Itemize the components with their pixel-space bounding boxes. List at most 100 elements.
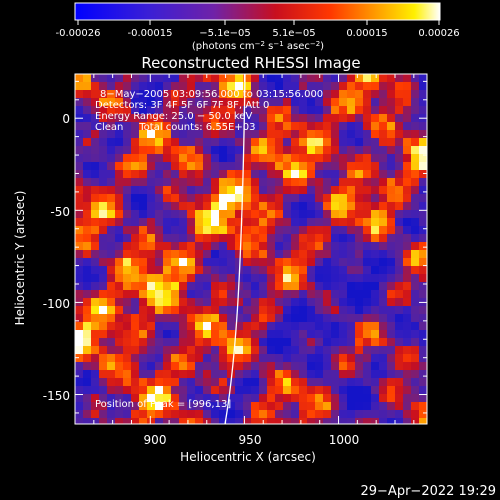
heatmap-cell [379, 170, 388, 179]
heatmap-cell [179, 330, 188, 339]
heatmap-cell [419, 82, 427, 91]
heatmap-cell [107, 402, 116, 411]
heatmap-cell [363, 330, 372, 339]
heatmap-cell [347, 266, 356, 275]
heatmap-cell [83, 314, 92, 323]
heatmap-cell [283, 138, 292, 147]
heatmap-cell [195, 266, 204, 275]
heatmap-cell [299, 98, 308, 107]
heatmap-cell [259, 370, 268, 379]
heatmap-cell [243, 298, 252, 307]
heatmap-cell [347, 194, 356, 203]
heatmap-cell [331, 386, 340, 395]
heatmap-cell [299, 418, 308, 424]
heatmap-cell [171, 194, 180, 203]
heatmap-cell [187, 170, 196, 179]
heatmap-cell [219, 218, 228, 227]
heatmap-cell [275, 418, 284, 424]
heatmap-cell [363, 194, 372, 203]
heatmap-cell [283, 234, 292, 243]
heatmap-cell [75, 378, 84, 387]
heatmap-cell [155, 298, 164, 307]
heatmap-cell [371, 354, 380, 363]
heatmap-cell [123, 130, 132, 139]
heatmap-cell [299, 266, 308, 275]
heatmap-cell [411, 402, 420, 411]
heatmap-cell [203, 410, 212, 419]
heatmap-cell [75, 74, 84, 83]
heatmap-cell [155, 170, 164, 179]
heatmap-cell [339, 314, 348, 323]
heatmap-cell [131, 338, 140, 347]
heatmap-cell [299, 354, 308, 363]
heatmap-cell [299, 242, 308, 251]
heatmap-cell [387, 114, 396, 123]
heatmap-cell [107, 146, 116, 155]
heatmap-cell [411, 378, 420, 387]
heatmap-cell [235, 202, 244, 211]
heatmap-cell [403, 250, 412, 259]
heatmap-cell [83, 298, 92, 307]
heatmap-cell [195, 186, 204, 195]
heatmap-cell [219, 282, 228, 291]
heatmap-cell [91, 234, 100, 243]
heatmap-cell [99, 202, 108, 211]
heatmap-cell [403, 226, 412, 235]
heatmap-cell [387, 322, 396, 331]
heatmap-cell [291, 282, 300, 291]
heatmap-cell [363, 122, 372, 131]
heatmap-cell [171, 370, 180, 379]
heatmap-cell [203, 154, 212, 163]
heatmap-cell [347, 122, 356, 131]
heatmap-cell [283, 306, 292, 315]
heatmap-cell [163, 194, 172, 203]
heatmap-cell [403, 90, 412, 99]
heatmap-cell [163, 290, 172, 299]
heatmap-cell [363, 378, 372, 387]
heatmap-cell [243, 178, 252, 187]
heatmap-cell [275, 146, 284, 155]
heatmap-cell [147, 418, 156, 424]
heatmap-cell [131, 170, 140, 179]
heatmap-cell [355, 146, 364, 155]
heatmap-cell [299, 218, 308, 227]
heatmap-cell [195, 330, 204, 339]
heatmap-cell [283, 298, 292, 307]
heatmap-cell [283, 186, 292, 195]
heatmap-cell [411, 226, 420, 235]
heatmap-cell [283, 258, 292, 267]
heatmap-cell [179, 290, 188, 299]
heatmap-cell [131, 138, 140, 147]
heatmap-cell [379, 306, 388, 315]
heatmap-cell [83, 282, 92, 291]
heatmap-cell [91, 410, 100, 419]
heatmap-cell [115, 250, 124, 259]
heatmap-cell [139, 338, 148, 347]
heatmap-cell [99, 170, 108, 179]
heatmap-cell [323, 98, 332, 107]
heatmap-cell [195, 338, 204, 347]
heatmap-cell [171, 82, 180, 91]
heatmap-cell [379, 122, 388, 131]
heatmap-cell [251, 194, 260, 203]
heatmap-cell [243, 330, 252, 339]
heatmap-cell [147, 330, 156, 339]
heatmap-cell [211, 314, 220, 323]
heatmap-cell [267, 114, 276, 123]
heatmap-cell [107, 234, 116, 243]
heatmap-cell [355, 242, 364, 251]
heatmap-cell [227, 218, 236, 227]
heatmap-cell [291, 146, 300, 155]
heatmap-cell [155, 194, 164, 203]
solar-limb-line [224, 74, 246, 424]
heatmap-cell [267, 210, 276, 219]
heatmap-cell [243, 106, 252, 115]
heatmap-cell [107, 178, 116, 187]
heatmap-cell [307, 314, 316, 323]
heatmap-cell [299, 338, 308, 347]
heatmap-cell [147, 242, 156, 251]
heatmap-cell [115, 130, 124, 139]
heatmap-cell [107, 290, 116, 299]
heatmap-cell [219, 138, 228, 147]
heatmap-cell [403, 162, 412, 171]
